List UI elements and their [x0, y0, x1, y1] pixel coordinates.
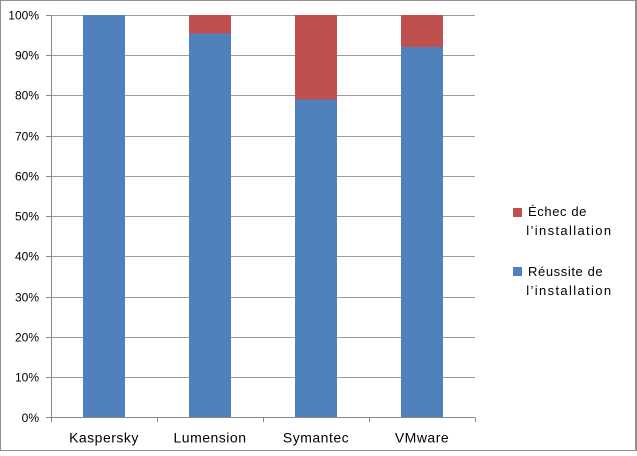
svg-text:Échec de: Échec de	[528, 204, 587, 219]
svg-text:100%: 100%	[8, 9, 39, 23]
svg-text:VMware: VMware	[395, 429, 449, 445]
svg-text:10%: 10%	[15, 371, 39, 385]
svg-text:30%: 30%	[15, 291, 39, 305]
svg-text:0%: 0%	[22, 411, 40, 425]
svg-text:70%: 70%	[15, 130, 39, 144]
svg-text:60%: 60%	[15, 170, 39, 184]
svg-text:50%: 50%	[15, 210, 39, 224]
svg-text:Symantec: Symantec	[283, 429, 349, 445]
svg-text:40%: 40%	[15, 250, 39, 264]
svg-text:90%: 90%	[15, 49, 39, 63]
svg-text:Réussite de: Réussite de	[528, 264, 603, 279]
svg-text:l’installation: l’installation	[526, 223, 612, 238]
svg-text:80%: 80%	[15, 89, 39, 103]
svg-text:Lumension: Lumension	[174, 429, 247, 445]
svg-text:l’installation: l’installation	[526, 283, 612, 298]
svg-text:20%: 20%	[15, 331, 39, 345]
svg-text:Kaspersky: Kaspersky	[69, 429, 139, 445]
